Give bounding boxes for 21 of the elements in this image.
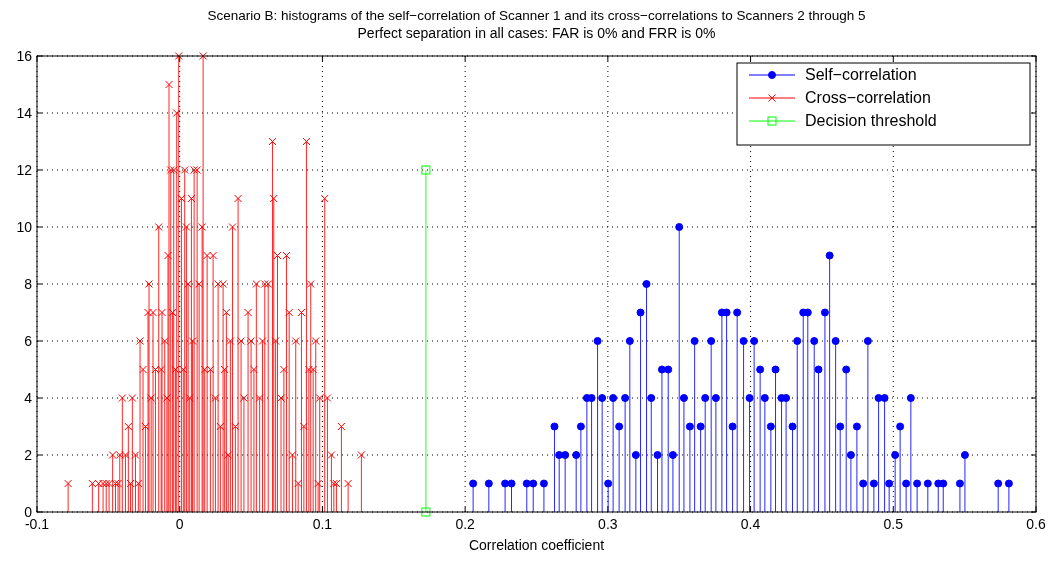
legend-label: Self−correlation xyxy=(805,66,917,83)
x-axis-title: Correlation coefficient xyxy=(468,537,605,553)
x-tick-label: 0.2 xyxy=(455,516,476,532)
y-tick-label: 6 xyxy=(24,333,33,349)
y-tick-label: 10 xyxy=(16,219,33,235)
x-tick-label: 0.3 xyxy=(598,516,618,532)
x-tick-label: 0.4 xyxy=(740,516,761,532)
x-tick-label: 0 xyxy=(175,516,184,532)
y-tick-label: 8 xyxy=(24,276,33,292)
x-tick-label: 0.6 xyxy=(1026,516,1046,532)
legend-label: Decision threshold xyxy=(805,112,937,129)
chart-subtitle: Perfect separation in all cases: FAR is 0% and FRR is 0% xyxy=(357,25,716,41)
legend-label: Cross−correlation xyxy=(805,89,931,106)
y-tick-label: 2 xyxy=(24,447,33,463)
x-tick-label: 0.1 xyxy=(312,516,333,532)
chart-title: Scenario B: histograms of the self−correlation of Scanner 1 and its cross−correlations to Scanners 2 through 5 xyxy=(207,8,866,23)
x-tick-label: 0.5 xyxy=(883,516,904,532)
y-tick-label: 14 xyxy=(16,105,33,121)
y-tick-label: 12 xyxy=(16,162,33,178)
y-tick-label: 4 xyxy=(24,390,33,406)
y-tick-label: 16 xyxy=(16,48,33,64)
